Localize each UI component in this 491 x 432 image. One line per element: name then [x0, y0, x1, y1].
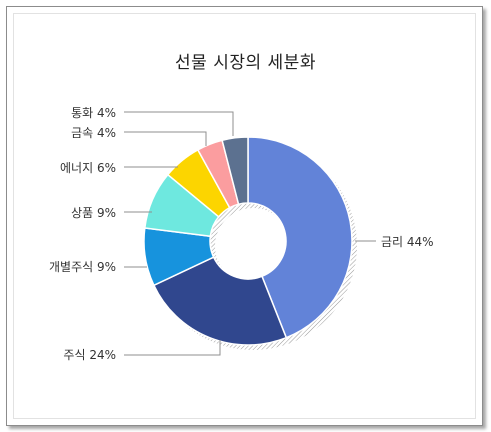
data-label-1: 금리 44% [381, 235, 434, 249]
data-label-6: 금속 4% [71, 126, 116, 140]
data-label-7: 통화 4% [71, 106, 116, 120]
chart-frame [6, 6, 483, 426]
data-label-3: 개별주식 9% [49, 260, 116, 274]
leader-line-7 [124, 111, 234, 136]
slice-2 [152, 256, 288, 346]
data-label-5: 에너지 6% [60, 161, 116, 175]
chart-inner-border [13, 13, 476, 419]
slice-7 [221, 136, 249, 206]
leader-line-2 [124, 340, 221, 356]
leader-line-6 [124, 131, 207, 146]
data-label-4: 상품 9% [71, 206, 116, 220]
slice-1 [247, 136, 353, 339]
data-label-2: 주식 24% [63, 348, 116, 362]
chart-title: 선물 시장의 세분화 [175, 53, 316, 73]
